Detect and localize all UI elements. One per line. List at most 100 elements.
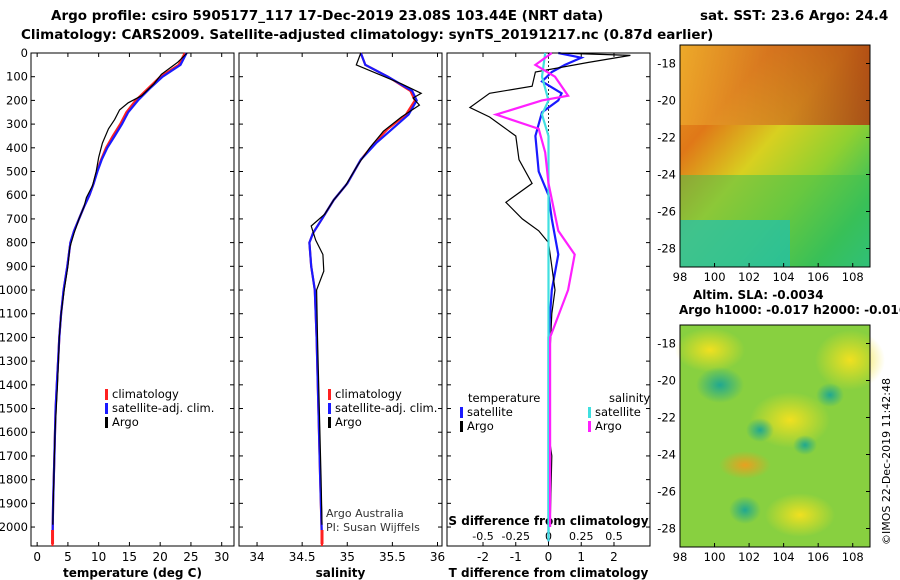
x-axis-label: T difference from climatology	[449, 566, 649, 580]
map-x-tick-label: 106	[807, 550, 829, 564]
legend-swatch	[328, 389, 331, 400]
depth-tick-label: 2000	[0, 520, 28, 534]
panel-frame-temperature	[30, 52, 235, 547]
x-axis-label: salinity	[316, 566, 366, 580]
legend-label: temperature	[468, 391, 540, 405]
map-x-tick-label: 104	[773, 550, 795, 564]
x-tick-label: -2	[477, 550, 489, 564]
legend-swatch	[105, 389, 108, 400]
x-tick-label-salinity: 0.5	[605, 530, 623, 543]
map-x-tick-label: 104	[773, 270, 795, 284]
depth-tick-label: 400	[6, 141, 28, 155]
depth-tick-label: 1500	[0, 402, 28, 416]
series-line-climatology	[51, 52, 186, 547]
series-line-t-satellite	[534, 51, 585, 542]
legend-label: Argo	[335, 415, 362, 429]
x-tick-label: 36	[430, 550, 445, 564]
map-y-tick-label: -26	[657, 205, 676, 219]
depth-tick-label: 300	[6, 117, 28, 131]
x-tick-label: 34.5	[289, 550, 316, 564]
x-tick-label: 0	[545, 550, 553, 564]
series-line-argo	[310, 52, 423, 525]
panel-frame-salinity	[238, 52, 443, 547]
x-tick-label: 0	[33, 550, 41, 564]
figure-title-line2: Climatology: CARS2009. Satellite-adjuste…	[21, 27, 714, 43]
depth-tick-label: 800	[6, 236, 28, 250]
x-tick-label: 15	[122, 550, 137, 564]
legend-label: salinity	[609, 391, 650, 405]
x-tick-label: 2	[610, 550, 618, 564]
sla-title-line1: Altim. SLA: -0.0034	[693, 288, 824, 302]
map-y-tick-label: -18	[657, 57, 676, 71]
map-y-tick-label: -26	[657, 485, 676, 499]
depth-tick-label: 1700	[0, 449, 28, 463]
map-y-tick-label: -24	[657, 168, 676, 182]
depth-tick-label: 200	[6, 93, 28, 107]
map-y-tick-label: -28	[657, 242, 676, 256]
series-line-climatology	[308, 52, 417, 547]
series-line-satellite-adj-clim-	[51, 52, 188, 542]
x-tick-label: 5	[64, 550, 72, 564]
legend-swatch	[588, 421, 591, 432]
legend-swatch	[588, 407, 591, 418]
map-x-tick-label: 108	[842, 270, 864, 284]
map-y-tick-label: -22	[657, 411, 676, 425]
series-line-s-argo	[492, 52, 576, 527]
depth-tick-label: 100	[6, 70, 28, 84]
x-tick-label: -1	[510, 550, 522, 564]
depth-tick-label: 1400	[0, 378, 28, 392]
map-x-tick-label: 98	[673, 270, 688, 284]
depth-tick-label: 600	[6, 188, 28, 202]
map-x-tick-label: 106	[807, 270, 829, 284]
climatology-end-marker	[320, 530, 324, 544]
map-y-tick-label: -28	[657, 522, 676, 536]
map-y-tick-label: -18	[657, 337, 676, 351]
legend-label: Argo	[112, 415, 139, 429]
depth-tick-label: 1300	[0, 354, 28, 368]
series-line-s-satellite	[540, 52, 550, 542]
map-x-tick-label: 100	[704, 550, 726, 564]
sla-map	[675, 324, 885, 548]
legend-swatch	[460, 407, 463, 418]
legend-label: satellite	[595, 405, 641, 419]
depth-tick-label: 500	[6, 165, 28, 179]
map-x-tick-label: 102	[738, 550, 760, 564]
legend-label: climatology	[335, 387, 402, 401]
x-tick-label: 10	[91, 550, 106, 564]
legend-label: Argo	[595, 419, 622, 433]
legend-swatch	[105, 417, 108, 428]
legend-swatch	[328, 417, 331, 428]
series-line-satellite-adj-clim-	[308, 52, 418, 542]
legend-label: climatology	[112, 387, 179, 401]
depth-tick-label: 1000	[0, 283, 28, 297]
legend-swatch	[460, 421, 463, 432]
depth-tick-label: 900	[6, 259, 28, 273]
map-x-tick-label: 100	[704, 270, 726, 284]
x-tick-label: 25	[183, 550, 198, 564]
map-y-tick-label: -24	[657, 448, 676, 462]
sla-title-line2: Argo h1000: -0.017 h2000: -0.016	[679, 303, 900, 317]
legend-label: satellite-adj. clim.	[335, 401, 437, 415]
annotation-argo-australia: Argo Australia	[326, 507, 404, 520]
sst-title: sat. SST: 23.6 Argo: 24.4	[700, 8, 889, 24]
x-tick-label: 20	[153, 550, 168, 564]
depth-tick-label: 1600	[0, 425, 28, 439]
map-x-tick-label: 98	[673, 550, 688, 564]
x-tick-label: 30	[214, 550, 229, 564]
legend-label: satellite-adj. clim.	[112, 401, 214, 415]
x-tick-label: 34	[249, 550, 264, 564]
x-tick-label: 35.5	[379, 550, 406, 564]
depth-tick-label: 1200	[0, 330, 28, 344]
depth-tick-label: 0	[21, 46, 28, 60]
x-tick-label: 35	[340, 550, 355, 564]
legend-swatch	[328, 403, 331, 414]
map-x-tick-label: 102	[738, 270, 760, 284]
depth-tick-label: 1100	[0, 307, 28, 321]
x-tick-label-salinity: -0.25	[502, 530, 530, 543]
legend-label: satellite	[467, 405, 513, 419]
x-tick-label: 1	[577, 550, 585, 564]
figure-title-line1: Argo profile: csiro 5905177_117 17-Dec-2…	[51, 8, 604, 24]
series-line-argo	[52, 52, 188, 525]
map-x-tick-label: 108	[842, 550, 864, 564]
